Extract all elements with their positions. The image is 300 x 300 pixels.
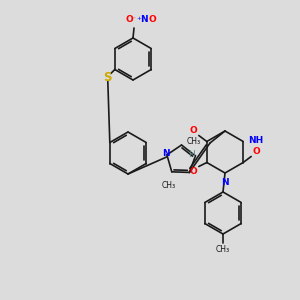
Text: N: N	[140, 16, 148, 25]
Text: CH₃: CH₃	[162, 181, 176, 190]
Text: O: O	[190, 167, 198, 176]
Text: O: O	[190, 126, 198, 135]
Text: O: O	[148, 16, 156, 25]
Text: N: N	[221, 178, 229, 187]
Text: CH₃: CH₃	[187, 136, 201, 146]
Text: N: N	[162, 149, 170, 158]
Text: O: O	[125, 16, 133, 25]
Text: +: +	[136, 16, 141, 22]
Text: O: O	[252, 147, 260, 156]
Text: H: H	[188, 150, 195, 159]
Text: NH: NH	[248, 136, 263, 145]
Text: S: S	[103, 71, 112, 84]
Text: CH₃: CH₃	[216, 244, 230, 253]
Text: ⁻: ⁻	[133, 17, 135, 22]
